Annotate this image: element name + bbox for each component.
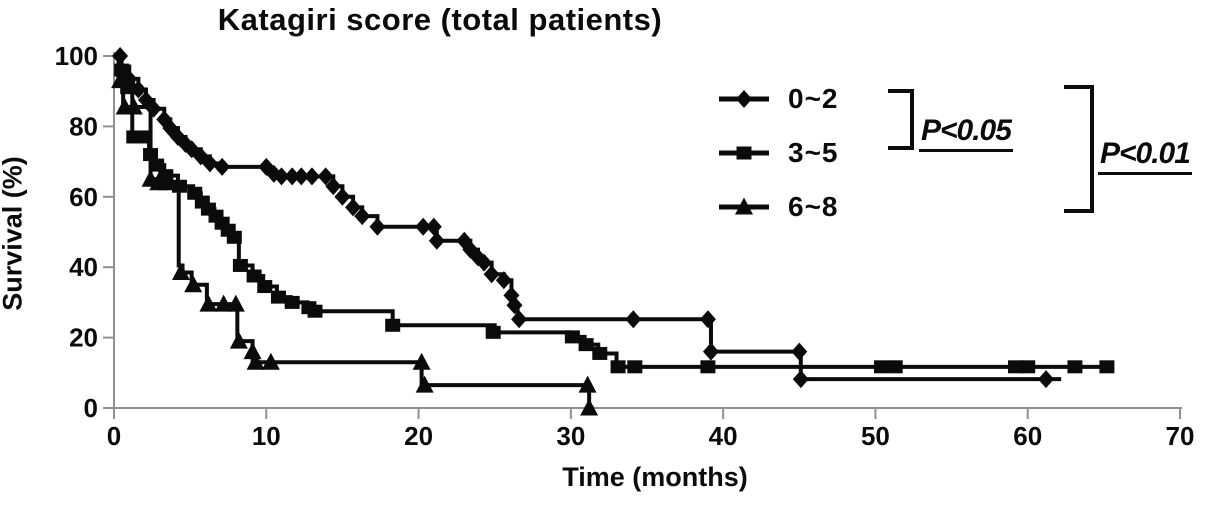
svg-text:20: 20: [69, 323, 98, 353]
svg-text:0: 0: [84, 393, 98, 423]
svg-text:30: 30: [556, 421, 585, 451]
y-axis-label: Survival (%): [0, 156, 28, 311]
series-triangle: [111, 54, 599, 416]
svg-text:60: 60: [69, 182, 98, 212]
svg-text:40: 40: [69, 252, 98, 282]
legend-label-3-5: 3~5: [788, 137, 839, 168]
legend-item-6-8: 6~8: [718, 188, 839, 226]
x-axis-label: Time (months): [562, 462, 748, 492]
svg-text:80: 80: [69, 111, 98, 141]
svg-text:40: 40: [709, 421, 738, 451]
legend-item-3-5: 3~5: [718, 134, 839, 172]
p-value-annotation-005: P<0.05: [919, 114, 1013, 152]
svg-text:10: 10: [252, 421, 281, 451]
svg-text:50: 50: [861, 421, 890, 451]
p-value-annotation-001: P<0.01: [1098, 137, 1192, 175]
svg-text:100: 100: [55, 41, 98, 71]
chart-title: Katagiri score (total patients): [217, 2, 663, 37]
series-square: [114, 54, 1115, 374]
axes: 0 20 40 60 80 100 0 10 20 30 40 50 60 70: [55, 41, 1195, 451]
legend: 0~2 3~5 6~8: [718, 80, 839, 226]
diamond-marker-icon: [718, 87, 770, 111]
svg-text:70: 70: [1166, 421, 1195, 451]
legend-item-0-2: 0~2: [718, 80, 839, 118]
series-diamond: [112, 47, 1062, 389]
legend-label-6-8: 6~8: [788, 191, 839, 222]
pvalue-bracket-large: [1064, 85, 1094, 213]
pvalue-bracket-small: [888, 89, 914, 150]
svg-text:20: 20: [404, 421, 433, 451]
legend-label-0-2: 0~2: [788, 83, 839, 114]
square-marker-icon: [718, 141, 770, 165]
svg-text:0: 0: [107, 421, 121, 451]
triangle-marker-icon: [718, 195, 770, 219]
svg-text:60: 60: [1013, 421, 1042, 451]
